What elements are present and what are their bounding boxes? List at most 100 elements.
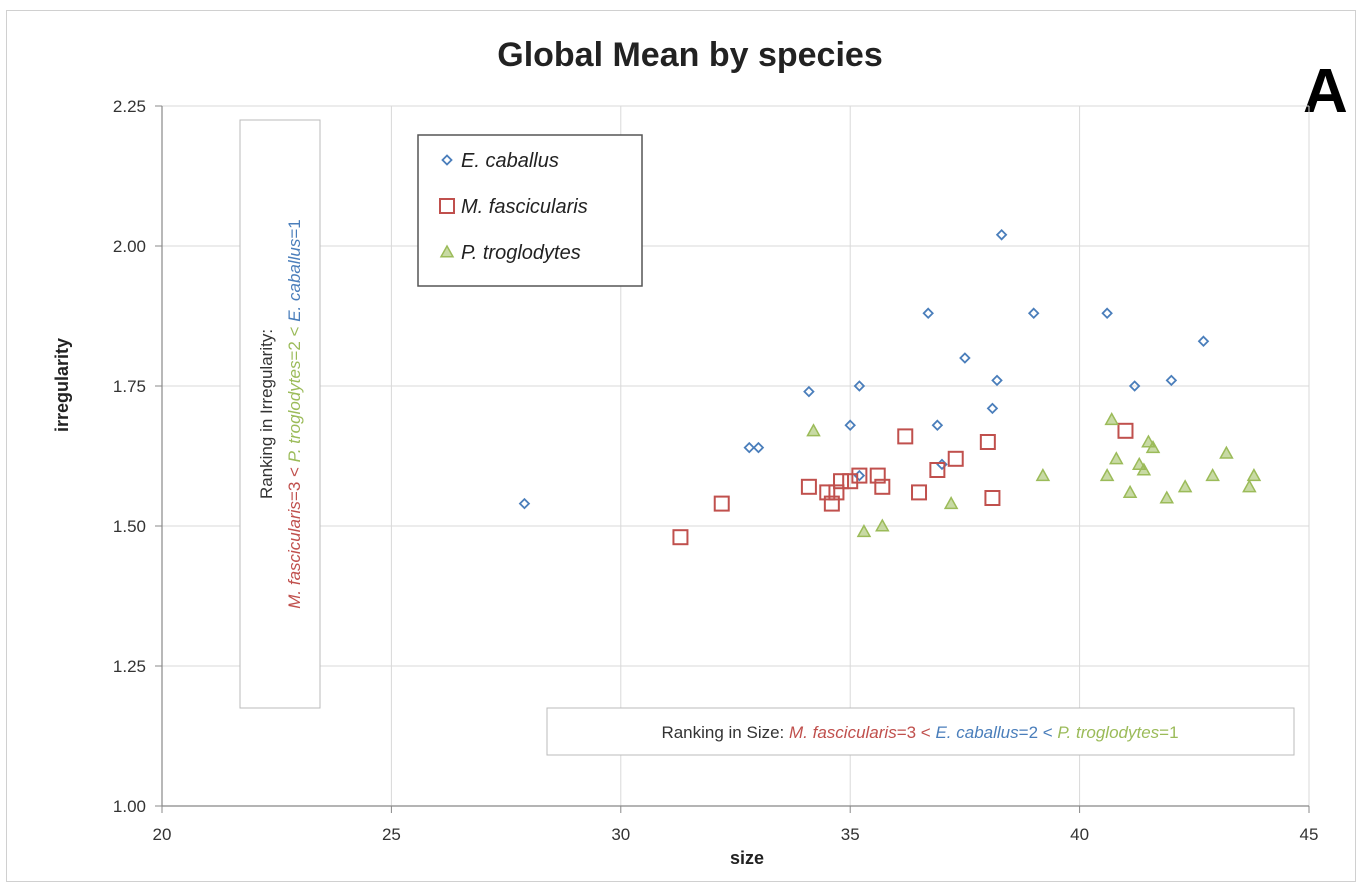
data-point (803, 385, 815, 398)
data-point (1197, 335, 1210, 347)
data-point (897, 428, 914, 445)
data-point (672, 529, 689, 546)
x-tick-label: 30 (611, 825, 630, 844)
x-tick-label: 40 (1070, 825, 1089, 844)
data-point (853, 380, 866, 392)
size-ranking-box (546, 707, 1295, 756)
data-point (842, 473, 859, 490)
y-tick-label: 2.00 (113, 237, 146, 256)
legend: E. caballus M. fascicularis P. troglodytes (417, 134, 643, 287)
axes (155, 105, 1310, 813)
legend-marker (439, 244, 455, 258)
data-points (518, 229, 1262, 546)
data-point (1165, 374, 1178, 387)
y-axis-title: irregularity (52, 338, 72, 432)
data-point (819, 484, 836, 501)
legend-item: M. fascicularis (439, 196, 588, 218)
x-axis-title: size (730, 848, 764, 868)
data-point (518, 497, 531, 510)
data-point (1177, 479, 1193, 493)
y-tick-label: 2.25 (113, 97, 146, 116)
irregularity-ranking-note: Ranking in Irregularity:M. fascicularis=… (239, 119, 321, 709)
x-tick-labels: 20 25 30 35 40 45 (153, 825, 1319, 844)
data-point (1122, 484, 1138, 498)
data-point (844, 419, 856, 431)
data-point (851, 467, 868, 484)
legend-label: E. caballus (461, 150, 559, 172)
data-point (1145, 440, 1161, 454)
x-tick-label: 20 (153, 825, 172, 844)
data-point (800, 478, 817, 495)
x-tick-label: 35 (841, 825, 860, 844)
note-segment: M. fascicularis (789, 723, 897, 742)
irregularity-ranking-title: Ranking in Irregularity: (257, 329, 276, 499)
data-point (1117, 422, 1134, 439)
data-point (1128, 380, 1141, 392)
data-point (752, 441, 765, 454)
data-point (922, 307, 934, 319)
irregularity-ranking-text: M. fascicularis=3 < P. troglodytes=2 < E… (285, 219, 304, 609)
data-point (713, 495, 730, 512)
data-point (1242, 479, 1257, 493)
grid (161, 105, 1310, 807)
legend-item: E. caballus (441, 150, 559, 172)
data-point (1136, 462, 1152, 476)
size-ranking-text: Ranking in Size: M. fascicularis=3 < E. … (661, 723, 1178, 742)
note-segment: E. caballus (285, 238, 304, 322)
size-ranking-note: Ranking in Size: M. fascicularis=3 < E. … (546, 707, 1295, 756)
series-group (806, 412, 1262, 538)
data-point (929, 462, 946, 478)
note-segment: =3 < (285, 462, 304, 501)
data-point (856, 524, 872, 538)
legend-label: P. troglodytes (461, 242, 581, 264)
data-point (947, 450, 964, 467)
data-point (931, 419, 944, 431)
note-segment: E. caballus (935, 723, 1019, 742)
data-point (1159, 490, 1175, 504)
x-tick-label: 45 (1300, 825, 1319, 844)
legend-marker (441, 154, 453, 166)
y-tick-label: 1.00 (113, 797, 146, 816)
y-tick-label: 1.25 (113, 657, 146, 676)
data-point (823, 495, 840, 512)
data-point (828, 484, 845, 501)
data-point (984, 490, 1001, 506)
chart-title: Global Mean by species (497, 36, 882, 74)
data-point (1104, 412, 1119, 426)
series-group (672, 422, 1134, 546)
data-point (1219, 445, 1234, 459)
data-point (1027, 307, 1040, 319)
y-tick-label: 1.50 (113, 517, 146, 536)
note-segment: M. fascicularis (285, 501, 304, 609)
legend-item: P. troglodytes (439, 242, 581, 264)
note-segment: =3 < (897, 723, 936, 742)
data-point (806, 423, 821, 437)
note-segment: P. troglodytes (1057, 723, 1159, 742)
data-point (943, 496, 959, 510)
data-point (979, 434, 996, 450)
legend-box (417, 134, 643, 287)
data-point (833, 473, 850, 490)
note-segment: =2 < (285, 322, 304, 361)
legend-label: M. fascicularis (461, 196, 588, 218)
irregularity-ranking-box (239, 119, 321, 709)
data-point (1205, 468, 1220, 482)
data-point (911, 484, 928, 501)
data-point (874, 478, 891, 495)
note-segment: =1 (1159, 723, 1178, 742)
y-tick-label: 1.75 (113, 377, 146, 396)
data-point (1035, 468, 1051, 482)
note-prefix: Ranking in Size: (661, 723, 789, 742)
data-point (743, 441, 756, 454)
data-point (1246, 468, 1262, 482)
data-point (959, 352, 971, 364)
x-tick-label: 25 (382, 825, 401, 844)
data-point (991, 374, 1003, 387)
data-point (995, 229, 1008, 241)
data-point (869, 467, 886, 484)
note-segment: =1 (285, 219, 304, 238)
note-segment: P. troglodytes (285, 360, 304, 462)
series-group (518, 229, 1210, 510)
note-segment: =2 < (1019, 723, 1058, 742)
